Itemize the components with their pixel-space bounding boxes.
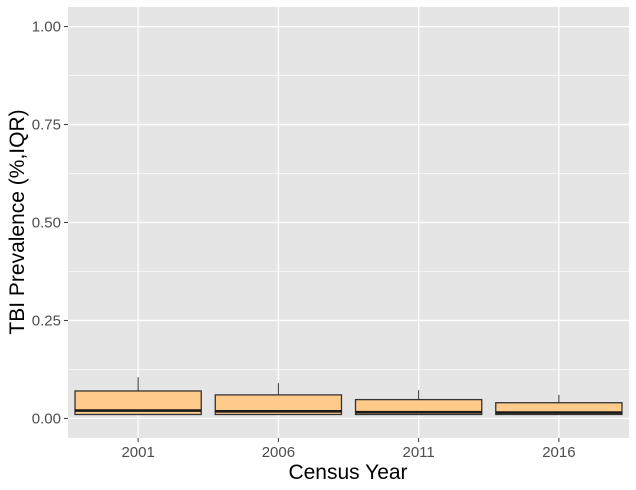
x-tick-label: 2011 xyxy=(402,444,434,461)
y-tick-label: 1.00 xyxy=(32,19,61,36)
iqr-box xyxy=(354,398,483,416)
grid-lines xyxy=(68,7,629,438)
y-tick-label: 0.75 xyxy=(32,117,61,134)
iqr-box xyxy=(495,402,623,416)
x-axis-title: Census Year xyxy=(288,461,407,484)
box-2006 xyxy=(214,383,343,416)
y-tick-label: 0.00 xyxy=(32,410,61,427)
box-2011 xyxy=(354,390,483,416)
axes: 0.00 0.25 0.50 0.75 1.00 2001 2006 2011 2016 xyxy=(32,19,576,461)
y-tick-label: 0.25 xyxy=(32,312,61,329)
box-2016 xyxy=(495,394,623,416)
x-tick-label: 2001 xyxy=(121,444,154,461)
box-2001 xyxy=(74,377,202,416)
boxes xyxy=(74,377,623,416)
y-tick-label: 0.50 xyxy=(32,215,61,232)
x-tick-label: 2006 xyxy=(262,444,295,461)
iqr-box xyxy=(214,394,343,416)
y-axis-title: TBI Prevalence (%,IQR) xyxy=(6,109,29,334)
x-tick-label: 2016 xyxy=(542,444,575,461)
iqr-box xyxy=(74,390,202,416)
